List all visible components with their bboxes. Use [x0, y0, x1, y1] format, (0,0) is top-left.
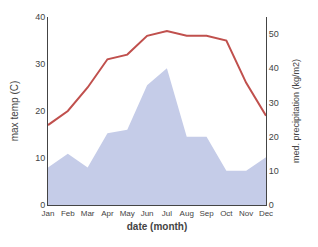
- svg-text:Apr: Apr: [101, 209, 114, 218]
- svg-text:Feb: Feb: [61, 209, 75, 218]
- svg-text:10: 10: [269, 166, 279, 176]
- svg-text:May: May: [120, 209, 135, 218]
- svg-text:Jun: Jun: [141, 209, 154, 218]
- svg-text:0: 0: [269, 200, 274, 210]
- svg-text:10: 10: [35, 153, 45, 163]
- svg-text:40: 40: [269, 63, 279, 73]
- svg-text:Jul: Jul: [162, 209, 172, 218]
- svg-text:Mar: Mar: [81, 209, 95, 218]
- svg-text:30: 30: [35, 59, 45, 69]
- svg-text:Aug: Aug: [180, 209, 194, 218]
- svg-text:Oct: Oct: [220, 209, 233, 218]
- svg-text:40: 40: [35, 12, 45, 22]
- svg-text:20: 20: [35, 106, 45, 116]
- svg-text:max temp (C): max temp (C): [9, 81, 20, 142]
- svg-text:0: 0: [40, 200, 45, 210]
- svg-text:date (month): date (month): [127, 221, 188, 232]
- svg-text:Jan: Jan: [42, 209, 55, 218]
- svg-text:med. precipitation (kg/m2): med. precipitation (kg/m2): [291, 59, 301, 163]
- svg-text:Dec: Dec: [259, 209, 273, 218]
- svg-text:50: 50: [269, 29, 279, 39]
- svg-text:30: 30: [269, 98, 279, 108]
- svg-text:Nov: Nov: [239, 209, 253, 218]
- svg-text:Sep: Sep: [199, 209, 214, 218]
- svg-text:20: 20: [269, 132, 279, 142]
